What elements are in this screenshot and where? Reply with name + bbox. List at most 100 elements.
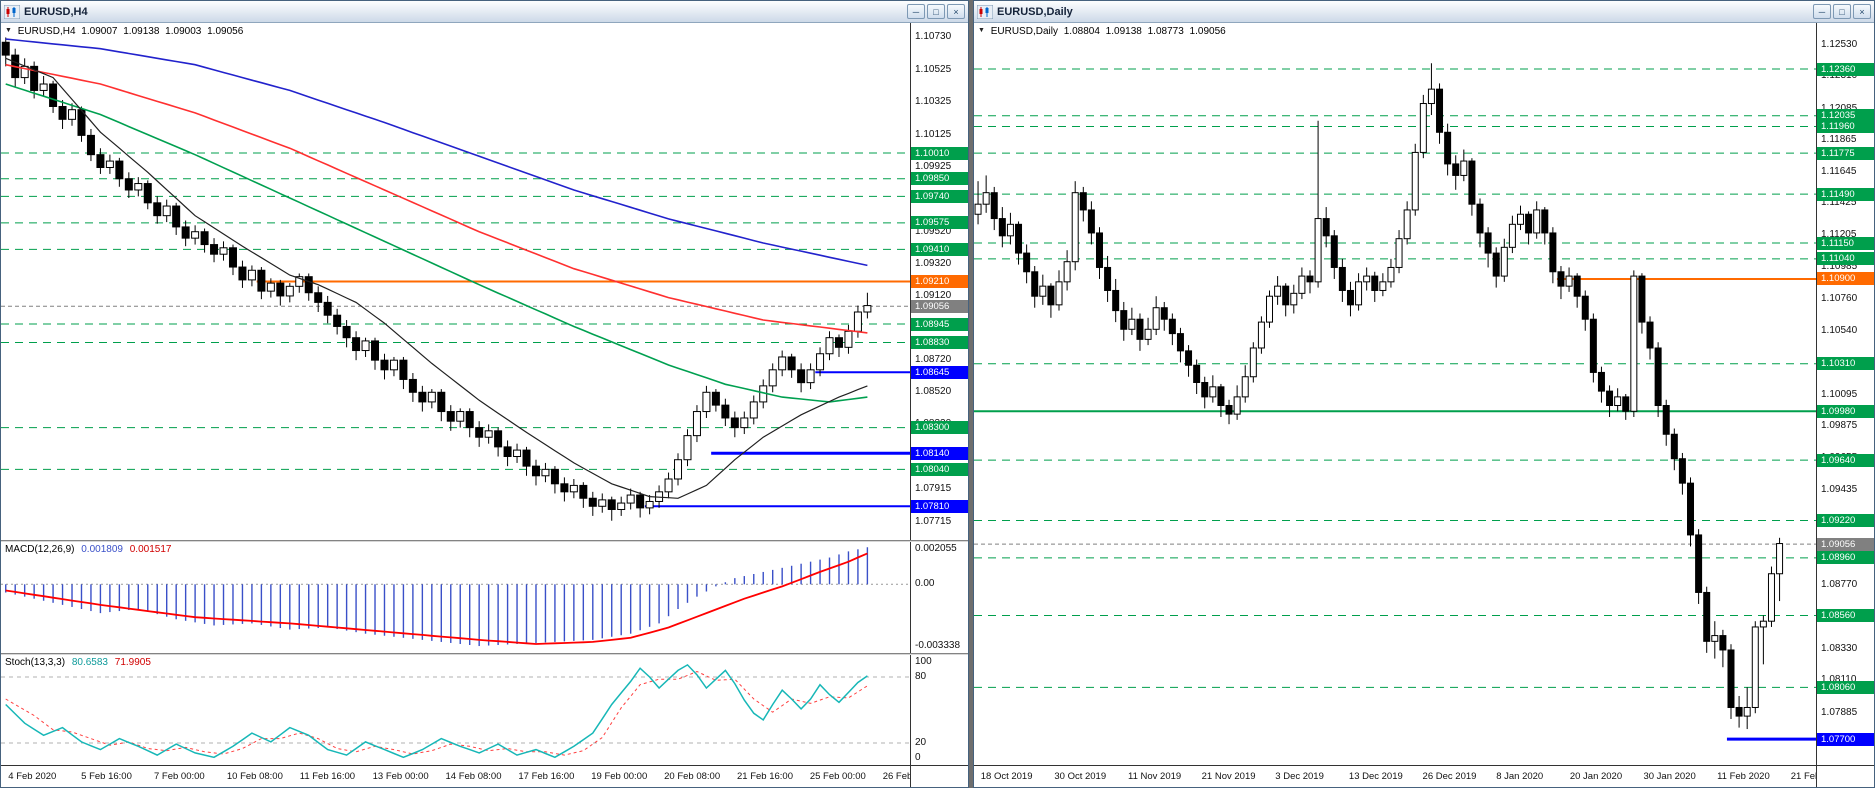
time-label: 26 Dec 2019	[1422, 771, 1477, 782]
price-badge: 1.09220	[1817, 514, 1874, 528]
time-label: 26 Feb 08:00	[882, 771, 910, 782]
price-badge: 1.11490	[1817, 187, 1874, 201]
time-label: 21 Feb 16:00	[736, 771, 793, 782]
price-badge: 1.11150	[1817, 236, 1874, 250]
price-tick: 1.08330	[1821, 642, 1858, 654]
price-tick: 1.10985	[1821, 260, 1858, 272]
daily-ohlc-header: ▼ EURUSD,Daily 1.08804 1.09138 1.08773 1…	[978, 26, 1229, 37]
macd-canvas[interactable]	[1, 542, 910, 653]
price-tick: 1.09520	[915, 225, 952, 237]
stochastic-canvas[interactable]	[1, 655, 910, 765]
axis-corner	[1816, 766, 1874, 787]
chart-window-daily: EURUSD,Daily ─ □ × 1.12530 1.12310 1.12085…	[973, 0, 1875, 788]
close-button[interactable]: ×	[1853, 4, 1871, 19]
restore-button[interactable]: □	[927, 4, 945, 19]
symbol-label: EURUSD,H4	[17, 26, 76, 37]
price-badge: 1.08830	[911, 336, 968, 349]
indicator-scale-value: -0.003338	[915, 640, 961, 651]
price-tick: 1.08110	[1821, 674, 1857, 686]
daily-chart-canvas[interactable]	[974, 23, 1816, 765]
low-value: 1.09003	[165, 26, 202, 37]
price-badge: 1.09410	[911, 242, 968, 256]
time-label: 30 Oct 2019	[1054, 771, 1107, 782]
macd-signal-value: 0.001517	[129, 544, 172, 555]
price-tick: 1.09320	[915, 257, 952, 269]
price-badge: 1.09980	[1817, 404, 1874, 418]
price-badge: 1.08060	[1817, 680, 1874, 694]
price-tick: 1.09925	[915, 160, 952, 172]
time-label: 30 Jan 2020	[1643, 771, 1696, 782]
indicator-scale-value: 0	[915, 752, 921, 763]
price-badge: 1.09056	[911, 299, 968, 313]
close-button[interactable]: ×	[947, 4, 965, 19]
restore-button[interactable]: □	[1833, 4, 1851, 19]
daily-time-axis[interactable]: 18 Oct 2019 30 Oct 2019 11 Nov 2019 21 Nov …	[974, 765, 1874, 787]
time-label: 17 Feb 16:00	[518, 771, 575, 782]
price-badge: 1.10310	[1817, 357, 1874, 371]
indicator-scale-value: 0.00	[915, 578, 935, 590]
indicator-scale-value: 100	[915, 656, 932, 667]
daily-price-pane: 1.12530 1.12310 1.12085 1.11865 1.11645 1.114…	[974, 23, 1874, 765]
minimize-button[interactable]: ─	[1813, 4, 1831, 19]
stoch-main-value: 80.6583	[71, 657, 108, 668]
price-tick: 1.10525	[915, 64, 952, 76]
price-badge: 1.09575	[911, 216, 968, 230]
price-tick: 1.11645	[1821, 165, 1857, 177]
open-value: 1.09007	[81, 26, 118, 37]
price-tick: 1.08720	[915, 354, 952, 366]
h4-ohlc-header: ▼ EURUSD,H4 1.09007 1.09138 1.09003 1.09…	[5, 26, 246, 37]
time-label: 20 Feb 08:00	[664, 771, 721, 782]
axis-corner	[910, 766, 968, 787]
time-label: 21 Nov 2019	[1201, 771, 1256, 782]
price-badge: 1.09640	[1817, 453, 1874, 467]
price-tick: 1.08770	[1821, 579, 1858, 591]
macd-scale[interactable]: 0.002055 0.00 -0.003338	[910, 542, 968, 653]
high-value: 1.09138	[123, 26, 160, 37]
chart-window-h4: EURUSD,H4 ─ □ × 1.10730 1.10525 1.10325 1.1…	[0, 0, 969, 788]
stochastic-label: Stoch(13,3,3) 80.6583 71.9905	[5, 657, 155, 668]
price-tick: 1.10325	[915, 96, 952, 108]
h4-time-axis[interactable]: 4 Feb 2020 5 Feb 16:00 7 Feb 00:00 10 Feb 0…	[1, 765, 968, 787]
time-label: 11 Feb 16:00	[299, 771, 356, 782]
price-tick: 1.10095	[1821, 388, 1858, 400]
price-badge: 1.08960	[1817, 551, 1874, 565]
price-badge: 1.09740	[911, 189, 968, 203]
titlebar-daily[interactable]: EURUSD,Daily ─ □ ×	[974, 1, 1874, 23]
time-label: 20 Jan 2020	[1569, 771, 1623, 782]
h4-price-scale[interactable]: 1.10730 1.10525 1.10325 1.10125 1.09925 1.097…	[910, 23, 968, 540]
price-tick: 1.07915	[915, 483, 952, 495]
close-value: 1.09056	[1189, 26, 1226, 37]
price-badge: 1.11960	[1817, 120, 1874, 134]
price-badge: 1.10010	[911, 146, 968, 160]
symbol-label: EURUSD,Daily	[990, 26, 1058, 37]
time-label: 13 Feb 00:00	[372, 771, 429, 782]
macd-main-value: 0.001809	[81, 544, 123, 555]
price-badge: 1.09210	[911, 275, 968, 288]
daily-price-scale[interactable]: 1.12530 1.12310 1.12085 1.11865 1.11645 1.114…	[1816, 23, 1874, 765]
minimize-button[interactable]: ─	[907, 4, 925, 19]
open-value: 1.08804	[1063, 26, 1100, 37]
h4-chart-canvas[interactable]	[1, 23, 910, 540]
titlebar-h4[interactable]: EURUSD,H4 ─ □ ×	[1, 1, 968, 23]
indicator-scale-value: 0.002055	[915, 543, 957, 554]
price-tick: 1.07885	[1821, 706, 1858, 718]
chart-icon	[3, 4, 21, 19]
time-label: 13 Dec 2019	[1348, 771, 1403, 782]
price-tick: 1.12085	[1821, 102, 1858, 114]
price-badge: 1.08140	[911, 446, 968, 460]
low-value: 1.08773	[1147, 26, 1184, 37]
macd-label: MACD(12,26,9) 0.001809 0.001517	[5, 544, 175, 555]
price-badge: 1.10900	[1817, 272, 1874, 286]
close-value: 1.09056	[207, 26, 244, 37]
price-tick: 1.08520	[915, 386, 952, 398]
time-label: 18 Oct 2019	[980, 771, 1033, 782]
price-badge: 1.09850	[911, 172, 968, 186]
window-controls: ─ □ ×	[907, 4, 965, 19]
price-tick: 1.11865	[1821, 134, 1857, 146]
price-tick: 1.12530	[1821, 38, 1858, 50]
price-tick: 1.10540	[1821, 324, 1858, 336]
time-label: 25 Feb 00:00	[809, 771, 866, 782]
indicator-scale-value: 80	[915, 671, 927, 682]
macd-name: MACD(12,26,9)	[5, 544, 75, 555]
stochastic-scale[interactable]: 100 80 20 0	[910, 655, 968, 765]
